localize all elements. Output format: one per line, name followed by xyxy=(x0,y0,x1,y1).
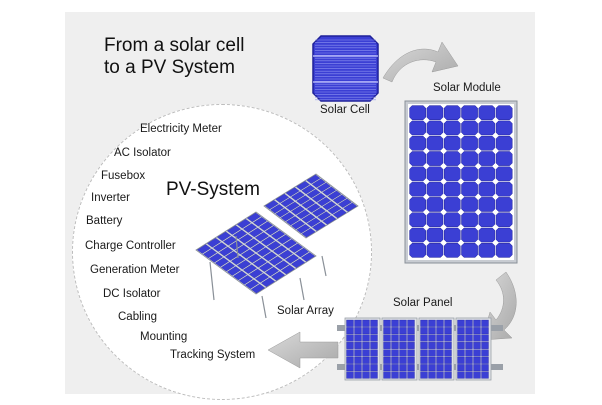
module-cell xyxy=(495,243,513,258)
module-cell xyxy=(426,105,444,120)
module-cell xyxy=(495,151,513,166)
array-support-leg xyxy=(209,261,215,301)
component-dc-isolator: DC Isolator xyxy=(103,288,161,300)
component-cabling: Cabling xyxy=(118,311,157,323)
module-cell xyxy=(409,181,426,197)
module-cell xyxy=(426,197,444,212)
component-tracking-system: Tracking System xyxy=(170,349,256,361)
solar-module-label: Solar Module xyxy=(433,82,501,94)
module-cell xyxy=(461,151,478,166)
module-cell xyxy=(426,120,444,136)
solar-cell-graphic xyxy=(312,35,379,102)
module-cell xyxy=(495,212,513,228)
module-cell xyxy=(478,166,496,182)
module-cell xyxy=(495,166,513,182)
module-cell xyxy=(443,197,461,212)
solar-panel-label: Solar Panel xyxy=(393,297,453,309)
component-fusebox: Fusebox xyxy=(101,170,146,182)
module-cell xyxy=(478,181,496,197)
module-cell xyxy=(461,120,478,136)
module-cell xyxy=(461,166,478,182)
diagram-title-line-2: to a PV System xyxy=(104,57,235,78)
module-cell xyxy=(409,243,426,258)
pv-system-title: PV-System xyxy=(166,179,260,200)
module-cell xyxy=(478,197,496,212)
module-cell xyxy=(443,227,461,243)
component-electricity-meter: Electricity Meter xyxy=(140,123,222,135)
module-cell xyxy=(495,105,513,120)
module-cell xyxy=(443,120,461,136)
module-cell xyxy=(478,151,496,166)
module-cell xyxy=(478,105,496,120)
module-cell xyxy=(409,197,426,212)
module-cell xyxy=(409,120,426,136)
module-cell xyxy=(461,105,478,120)
component-mounting: Mounting xyxy=(140,331,188,343)
module-cell xyxy=(478,120,496,136)
component-ac-isolator: AC Isolator xyxy=(114,147,171,159)
array-support-leg xyxy=(321,255,327,277)
module-cell xyxy=(495,197,513,212)
module-cell xyxy=(461,181,478,197)
module-cell xyxy=(478,212,496,228)
solar-module-graphic xyxy=(404,100,518,264)
module-cell xyxy=(495,135,513,151)
module-cell xyxy=(443,243,461,258)
arrow-cell-to-module xyxy=(382,41,459,83)
component-charge-controller: Charge Controller xyxy=(85,240,176,252)
module-cell xyxy=(409,105,426,120)
module-cell xyxy=(461,243,478,258)
module-cell xyxy=(443,181,461,197)
module-cell xyxy=(461,135,478,151)
diagram-title-line-1: From a solar cell xyxy=(104,35,245,56)
module-cell xyxy=(443,212,461,228)
module-cell xyxy=(478,243,496,258)
module-cell xyxy=(409,135,426,151)
module-cell xyxy=(426,151,444,166)
module-cell xyxy=(409,227,426,243)
module-cell xyxy=(426,135,444,151)
solar-cell-label: Solar Cell xyxy=(320,104,370,116)
module-cell xyxy=(461,212,478,228)
module-cell xyxy=(478,135,496,151)
module-cell xyxy=(461,197,478,212)
module-cell xyxy=(426,243,444,258)
solar-array-label: Solar Array xyxy=(277,305,334,317)
module-cell xyxy=(426,166,444,182)
module-cell xyxy=(495,181,513,197)
module-cell xyxy=(443,166,461,182)
solar-array-graphic xyxy=(195,173,359,319)
module-cell xyxy=(426,181,444,197)
module-cell xyxy=(426,212,444,228)
module-cell xyxy=(426,227,444,243)
solar-panel-graphic xyxy=(337,317,503,381)
module-cell xyxy=(495,120,513,136)
arrow-panel-to-array xyxy=(267,331,339,369)
module-cell xyxy=(495,227,513,243)
module-cell xyxy=(478,227,496,243)
module-cell xyxy=(443,135,461,151)
module-cell xyxy=(409,151,426,166)
module-cell xyxy=(409,166,426,182)
array-support-leg xyxy=(299,277,305,301)
module-cell xyxy=(461,227,478,243)
component-generation-meter: Generation Meter xyxy=(90,264,180,276)
array-support-leg xyxy=(261,295,267,319)
component-battery: Battery xyxy=(86,215,123,227)
module-cell xyxy=(443,105,461,120)
module-cell xyxy=(409,212,426,228)
component-inverter: Inverter xyxy=(91,192,130,204)
array-support-leg xyxy=(235,235,239,259)
module-cell xyxy=(443,151,461,166)
